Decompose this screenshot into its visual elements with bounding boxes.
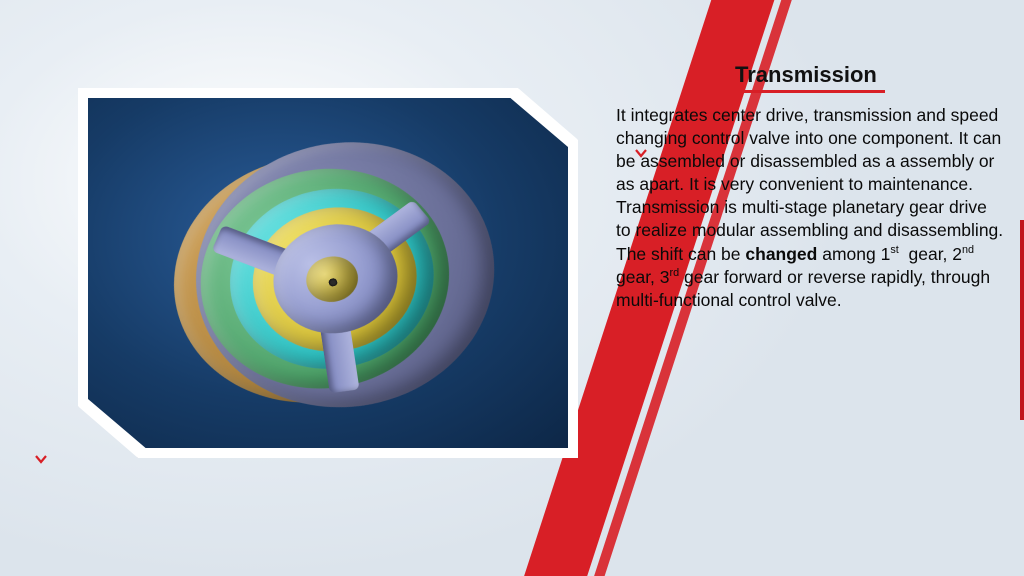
slide: Transmission It integrates center drive,… bbox=[0, 0, 1024, 576]
title-underline bbox=[735, 90, 885, 93]
chevron-down-icon bbox=[34, 452, 48, 466]
transmission-render bbox=[88, 98, 568, 448]
page-title: Transmission bbox=[735, 62, 877, 91]
image-frame bbox=[78, 88, 578, 458]
body-text: It integrates center drive, transmission… bbox=[616, 104, 1006, 312]
decor-stripe-right-edge bbox=[1020, 220, 1024, 420]
